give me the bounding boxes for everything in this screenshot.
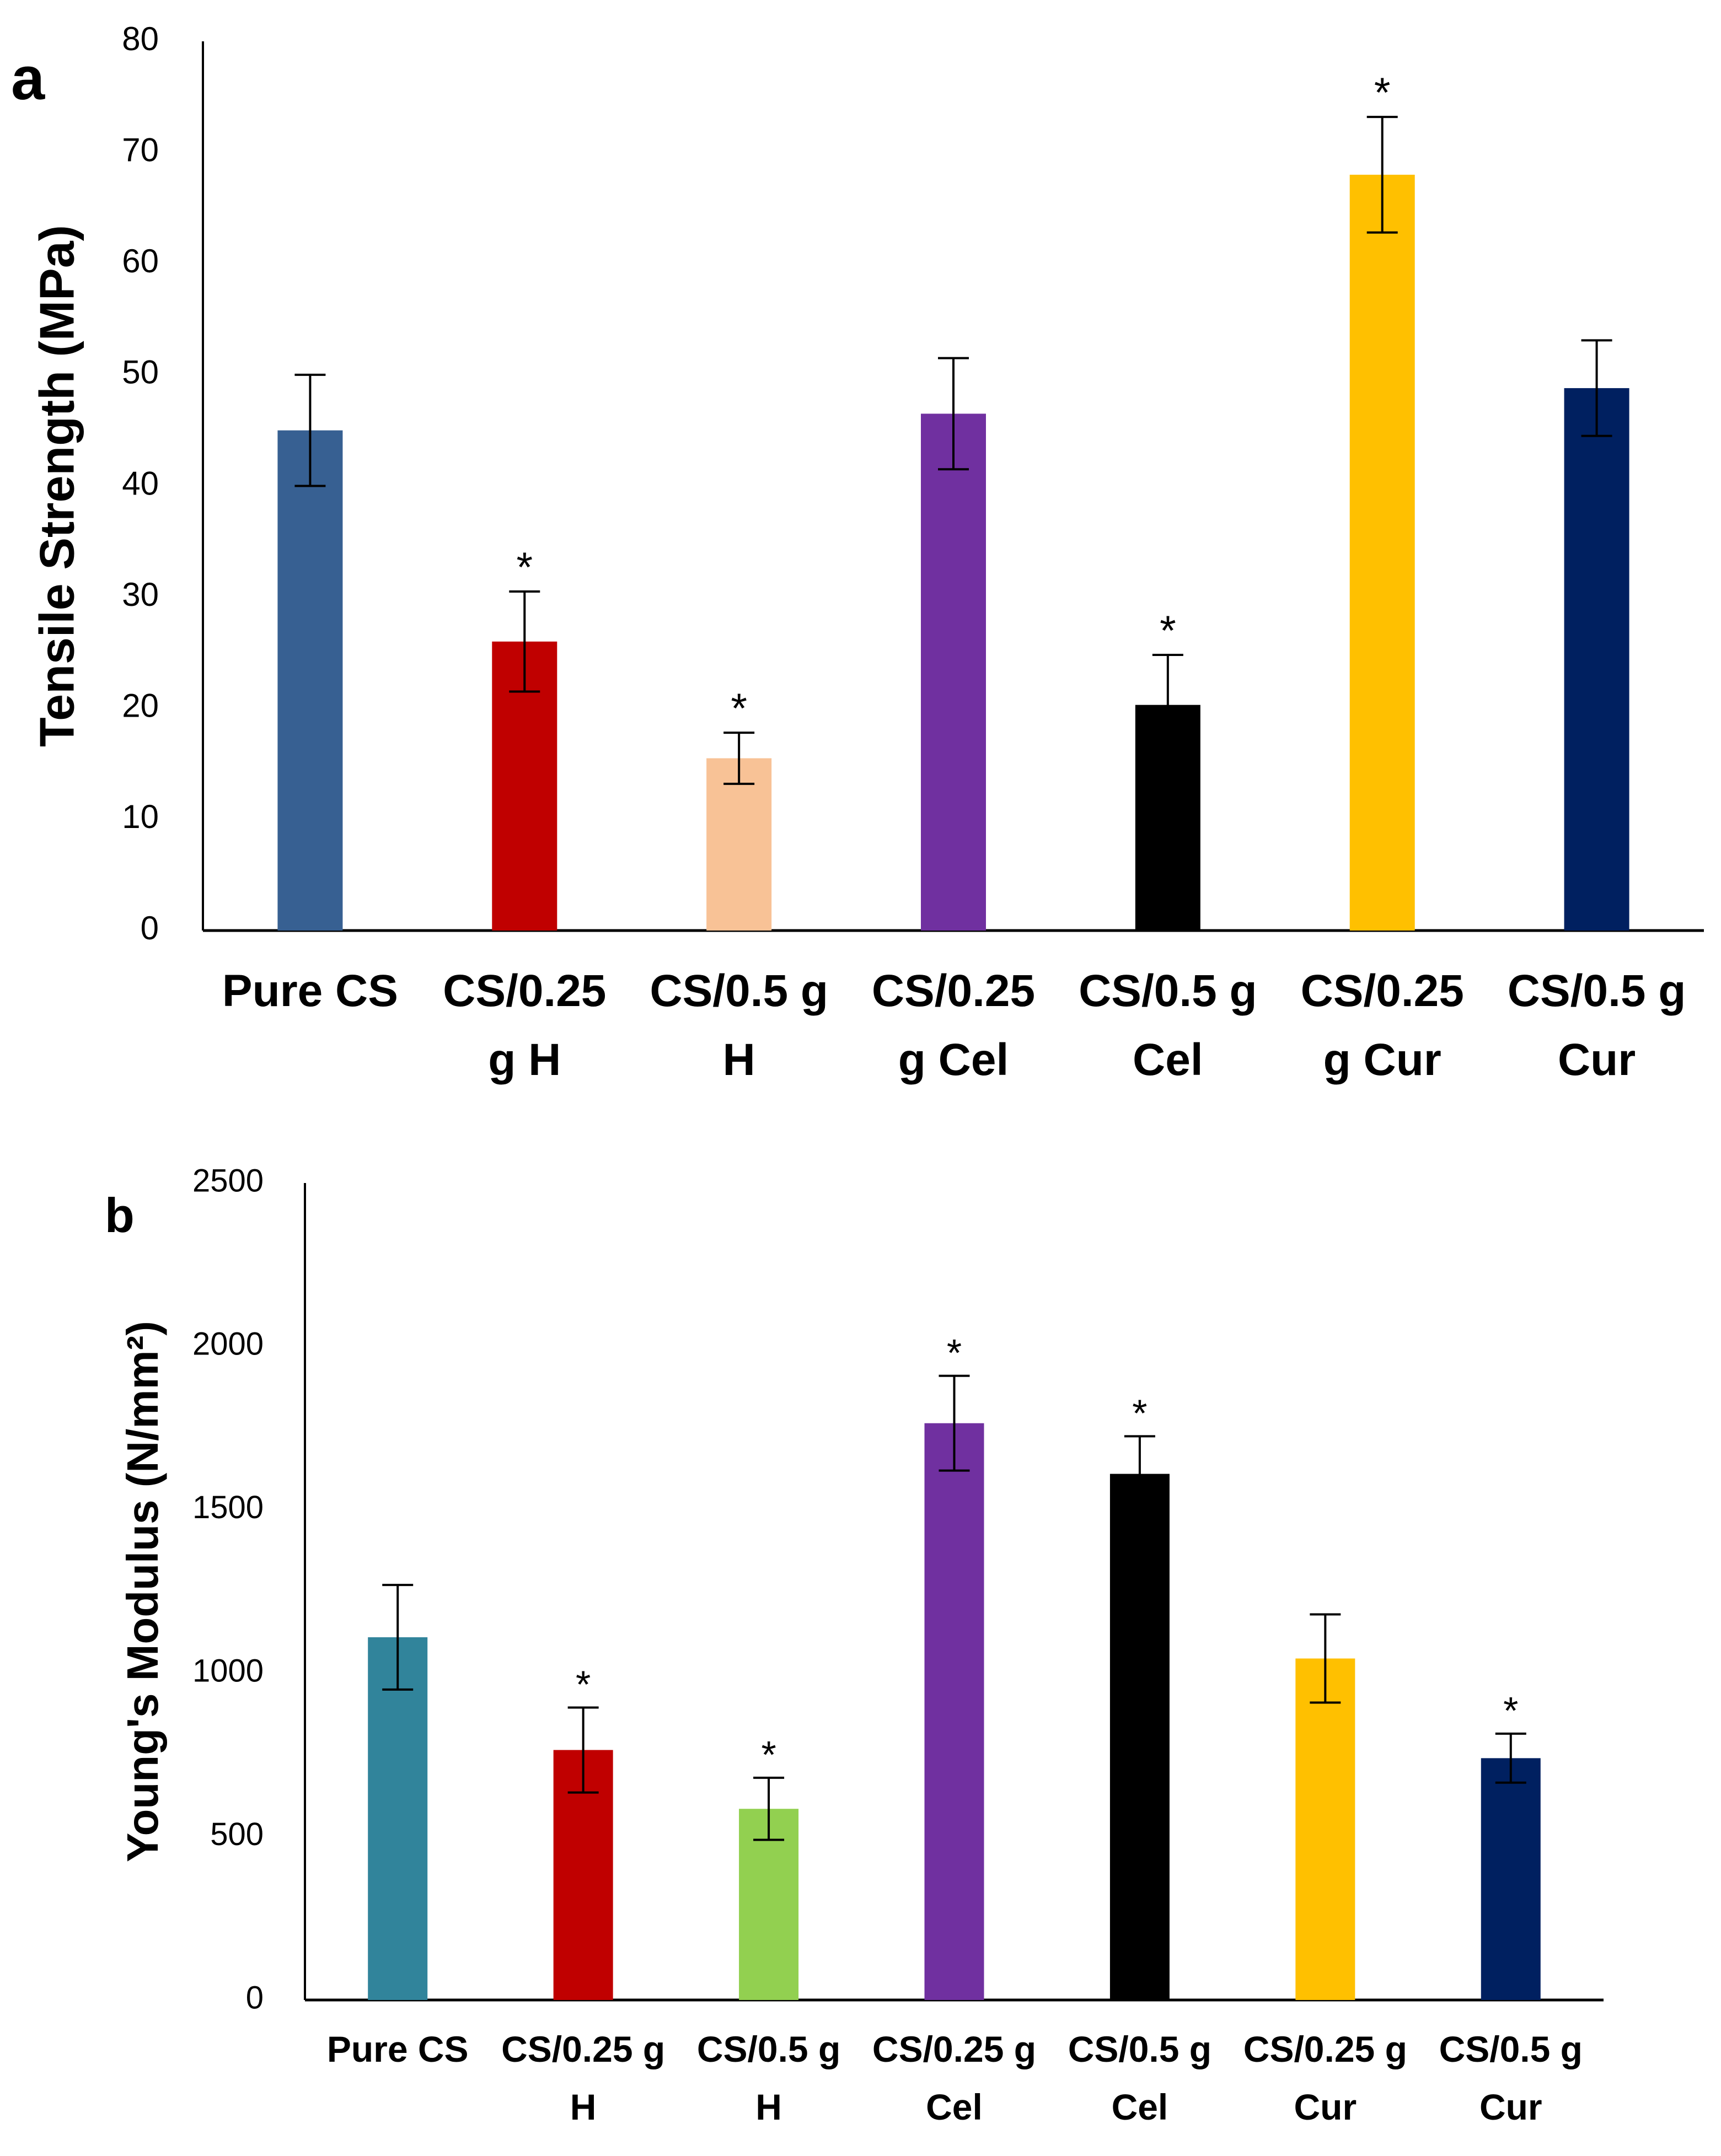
panel-label: b: [105, 1188, 135, 1243]
significance-marker: *: [1374, 69, 1391, 116]
y-tick-label: 70: [122, 131, 159, 168]
x-tick-label: CS/0.25 g: [872, 2029, 1036, 2069]
x-tick-label: CS/0.25: [872, 966, 1035, 1016]
y-tick-label: 10: [122, 798, 159, 835]
x-tick-label: CS/0.5 g: [1068, 2029, 1211, 2069]
y-axis-label: Young's Modulus (N/mm²): [118, 1321, 167, 1862]
y-axis-label: Tensile Strength (MPa): [29, 225, 84, 747]
y-tick-label: 80: [122, 20, 159, 57]
x-tick-label: g H: [488, 1035, 561, 1085]
y-tick-label: 30: [122, 576, 159, 613]
significance-marker: *: [731, 685, 747, 732]
x-tick-label: CS/0.5 g: [1508, 966, 1686, 1016]
x-tick-label: g Cur: [1323, 1035, 1441, 1085]
significance-marker: *: [761, 1733, 776, 1776]
y-tick-label: 0: [141, 910, 159, 947]
x-tick-label: H: [570, 2087, 597, 2127]
y-tick-label: 500: [210, 1816, 264, 1852]
x-tick-label: Pure CS: [327, 2029, 469, 2069]
y-tick-label: 40: [122, 465, 159, 502]
y-tick-label: 60: [122, 243, 159, 279]
x-tick-label: CS/0.5 g: [697, 2029, 840, 2069]
x-tick-label: Cel: [1133, 1035, 1203, 1085]
x-tick-label: H: [755, 2087, 782, 2127]
bar: [277, 430, 343, 931]
x-tick-label: Cur: [1294, 2087, 1357, 2127]
x-tick-label: CS/0.25 g: [501, 2029, 665, 2069]
significance-marker: *: [1160, 607, 1176, 654]
x-tick-label: CS/0.25: [443, 966, 606, 1016]
bar: [1564, 388, 1629, 931]
x-tick-label: CS/0.5 g: [1439, 2029, 1583, 2069]
y-tick-label: 2000: [192, 1326, 264, 1362]
y-tick-label: 0: [246, 1980, 264, 2015]
y-tick-label: 1000: [192, 1653, 264, 1689]
y-tick-label: 50: [122, 354, 159, 391]
x-tick-label: Cur: [1558, 1035, 1636, 1085]
significance-marker: *: [576, 1663, 591, 1706]
x-tick-label: Pure CS: [222, 966, 398, 1016]
bar: [1109, 1474, 1170, 2000]
x-tick-label: g Cel: [898, 1035, 1009, 1085]
y-tick-label: 2500: [192, 1163, 264, 1198]
significance-marker: *: [1132, 1391, 1147, 1434]
bar: [1349, 174, 1415, 931]
chart-panel-b: b Young's Modulus (N/mm²) 0 500 1000 1500 2000…: [105, 1163, 1604, 2127]
x-tick-label: CS/0.25 g: [1243, 2029, 1407, 2069]
x-tick-label: CS/0.5 g: [1079, 966, 1257, 1016]
x-tick-label: CS/0.25: [1301, 966, 1464, 1016]
bar: [924, 1423, 984, 2000]
x-tick-label: Cel: [1112, 2087, 1168, 2127]
significance-marker: *: [516, 544, 533, 591]
panel-label: a: [11, 45, 45, 112]
y-tick-label: 1500: [192, 1490, 264, 1525]
bar: [921, 413, 986, 931]
bar: [1295, 1658, 1355, 2000]
significance-marker: *: [947, 1331, 962, 1374]
bar: [1481, 1758, 1541, 2000]
chart-panel-a: a Tensile Strength (MPa) 0 10 20 30 40 50 60 70 80…: [11, 20, 1704, 1085]
y-tick-label: 20: [122, 687, 159, 724]
bar: [706, 758, 772, 931]
x-tick-label: Cur: [1479, 2087, 1542, 2127]
x-tick-label: H: [723, 1035, 755, 1085]
x-tick-label: CS/0.5 g: [650, 966, 828, 1016]
x-tick-label: Cel: [926, 2087, 983, 2127]
bar: [368, 1637, 428, 2000]
significance-marker: *: [1503, 1689, 1518, 1732]
